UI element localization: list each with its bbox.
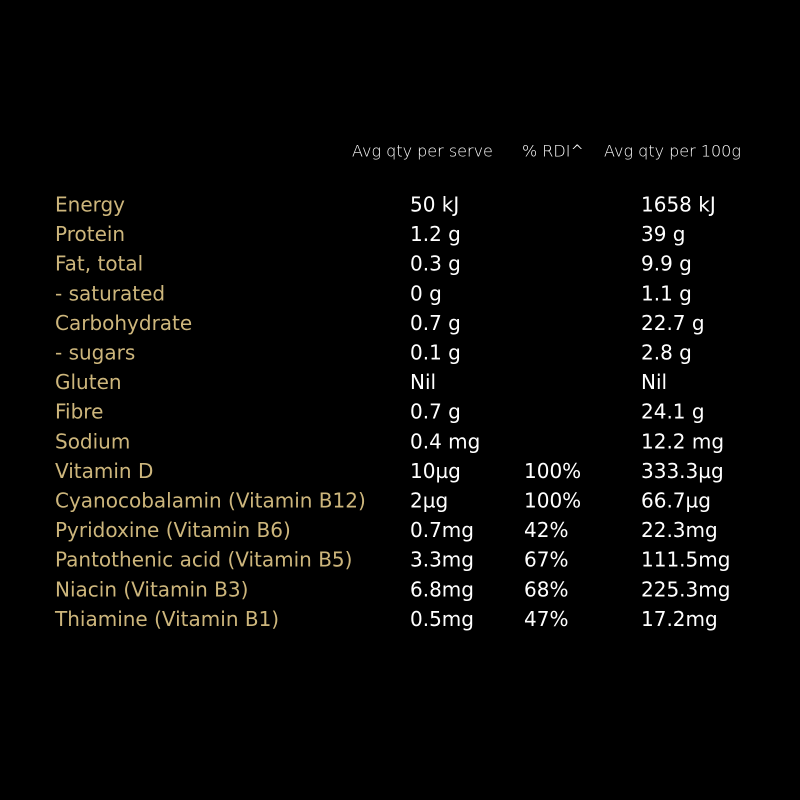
per-100g-value: 9.9 g	[641, 252, 692, 276]
nutrient-label: Energy	[55, 193, 125, 217]
nutrient-label: Vitamin D	[55, 459, 153, 483]
per-serve-value: 6.8mg	[410, 577, 474, 601]
nutrient-label: Protein	[55, 222, 125, 246]
nutrient-label: Pyridoxine (Vitamin B6)	[55, 518, 291, 542]
per-serve-value: 1.2 g	[410, 222, 461, 246]
per-100g-value: 17.2mg	[641, 607, 718, 631]
per-serve-value: 10µg	[410, 459, 461, 483]
rdi-value: 100%	[524, 489, 581, 513]
per-serve-value: 0.7 g	[410, 311, 461, 335]
header-rdi: % RDI^	[522, 142, 584, 161]
per-100g-value: 333.3µg	[641, 459, 724, 483]
nutrient-label: Gluten	[55, 370, 122, 394]
per-serve-value: 0.3 g	[410, 252, 461, 276]
per-serve-value: 0.7mg	[410, 518, 474, 542]
per-100g-value: Nil	[641, 370, 667, 394]
per-100g-value: 22.3mg	[641, 518, 718, 542]
per-100g-value: 24.1 g	[641, 400, 705, 424]
nutrient-label: Thiamine (Vitamin B1)	[54, 607, 279, 631]
nutrient-label: Carbohydrate	[55, 311, 192, 335]
rows: Energy 50 kJ 1658 kJ Protein 1.2 g 39 g Fat, t…	[54, 193, 730, 631]
per-100g-value: 12.2 mg	[641, 429, 724, 453]
rdi-value: 47%	[524, 607, 568, 631]
rdi-value: 68%	[524, 577, 568, 601]
per-serve-value: 0.5mg	[410, 607, 474, 631]
nutrient-label: Fat, total	[55, 252, 143, 276]
per-serve-value: 0.1 g	[410, 341, 461, 365]
per-100g-value: 111.5mg	[641, 548, 730, 572]
per-serve-value: 0.4 mg	[410, 429, 480, 453]
per-serve-value: 3.3mg	[410, 548, 474, 572]
rdi-value: 100%	[524, 459, 581, 483]
nutrient-label: Sodium	[55, 429, 130, 453]
per-100g-value: 225.3mg	[641, 577, 730, 601]
nutrient-label: Pantothenic acid (Vitamin B5)	[55, 548, 352, 572]
per-serve-value: 0.7 g	[410, 400, 461, 424]
nutrient-label: Niacin (Vitamin B3)	[55, 577, 248, 601]
nutrient-label: - saturated	[55, 281, 165, 305]
per-100g-value: 22.7 g	[641, 311, 705, 335]
per-serve-value: 50 kJ	[410, 193, 459, 217]
nutrient-label: Cyanocobalamin (Vitamin B12)	[55, 489, 366, 513]
header-per-serve: Avg qty per serve	[352, 142, 493, 161]
per-100g-value: 1658 kJ	[641, 193, 716, 217]
per-serve-value: 0 g	[410, 281, 442, 305]
rdi-value: 67%	[524, 548, 568, 572]
per-serve-value: 2µg	[410, 489, 448, 513]
per-100g-value: 1.1 g	[641, 281, 692, 305]
rdi-value: 42%	[524, 518, 568, 542]
per-100g-value: 2.8 g	[641, 341, 692, 365]
header-per-100g: Avg qty per 100g	[604, 142, 741, 161]
per-serve-value: Nil	[410, 370, 436, 394]
per-100g-value: 66.7µg	[641, 489, 711, 513]
per-100g-value: 39 g	[641, 222, 686, 246]
nutrient-label: Fibre	[55, 400, 103, 424]
nutrient-label: - sugars	[55, 341, 135, 365]
